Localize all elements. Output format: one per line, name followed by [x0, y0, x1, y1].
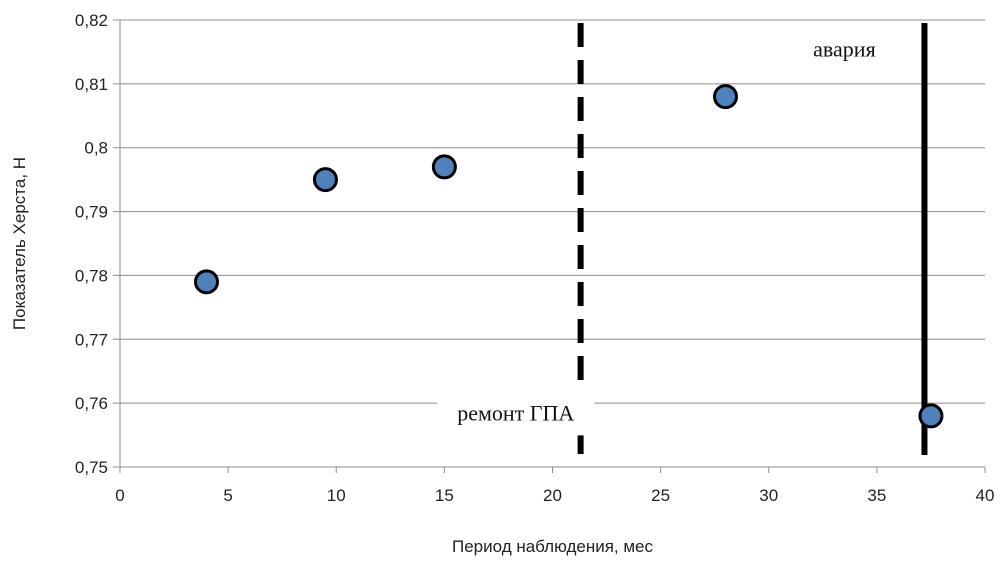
- failure-annotation: авария: [813, 36, 876, 61]
- y-tick-label: 0,82: [75, 11, 108, 30]
- annotation-background: [437, 390, 595, 436]
- x-tick-label: 10: [327, 486, 346, 505]
- tick-labels: 0,75 0,76 0,77 0,78 0,79 0,8 0,81 0,82 0 5 10 15 20 2…: [75, 11, 995, 505]
- reference-lines: ремонт ГПА авария: [437, 23, 928, 455]
- axes: [119, 20, 986, 473]
- x-tick-label: 0: [115, 486, 124, 505]
- data-point: [918, 403, 944, 429]
- x-tick-label: 40: [976, 486, 995, 505]
- x-tick-label: 20: [543, 486, 562, 505]
- x-tick-label: 35: [867, 486, 886, 505]
- y-axis-title: Показатель Херста, Н: [10, 157, 29, 330]
- y-tick-label: 0,8: [84, 139, 108, 158]
- data-point: [194, 269, 219, 295]
- repair-annotation: ремонт ГПА: [457, 400, 574, 425]
- x-tick-label: 25: [651, 486, 670, 505]
- y-tick-label: 0,79: [75, 203, 108, 222]
- grid-lines: [113, 19, 985, 468]
- annotation-background: [793, 26, 896, 72]
- y-tick-label: 0,77: [75, 330, 108, 349]
- x-tick-label: 30: [759, 486, 778, 505]
- y-tick-label: 0,78: [75, 266, 108, 285]
- x-tick-label: 15: [435, 486, 454, 505]
- data-points: [194, 84, 944, 429]
- x-tick-label: 5: [223, 486, 232, 505]
- data-point: [312, 167, 338, 193]
- y-tick-label: 0,81: [75, 75, 108, 94]
- x-axis-title: Период наблюдения, мес: [452, 537, 654, 556]
- y-tick-label: 0,76: [75, 394, 108, 413]
- data-point: [713, 84, 738, 110]
- y-tick-label: 0,75: [75, 458, 108, 477]
- data-point: [431, 154, 457, 180]
